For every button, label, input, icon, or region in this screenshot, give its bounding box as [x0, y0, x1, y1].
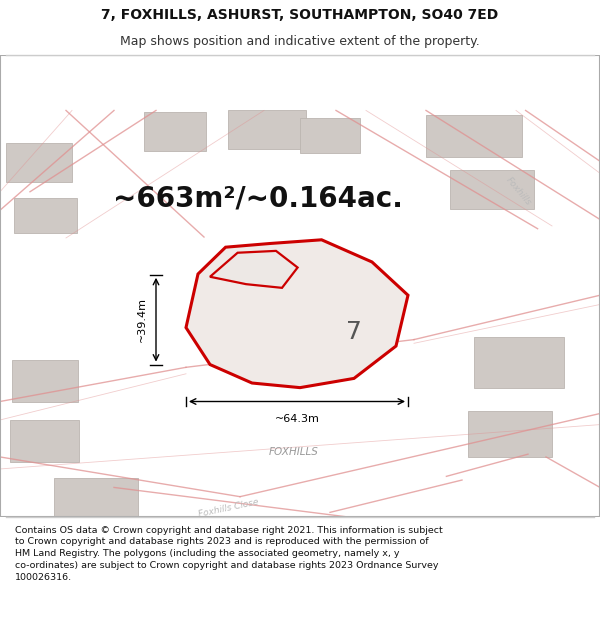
Bar	[228, 111, 306, 149]
Bar	[144, 112, 206, 151]
Text: ~663m²/~0.164ac.: ~663m²/~0.164ac.	[113, 184, 403, 213]
Text: FOXHILLS: FOXHILLS	[269, 448, 319, 458]
Text: 7, FOXHILLS, ASHURST, SOUTHAMPTON, SO40 7ED: 7, FOXHILLS, ASHURST, SOUTHAMPTON, SO40 …	[101, 8, 499, 22]
Text: Foxhills Close: Foxhills Close	[197, 497, 259, 519]
Text: Contains OS data © Crown copyright and database right 2021. This information is : Contains OS data © Crown copyright and d…	[15, 526, 443, 582]
Text: ~39.4m: ~39.4m	[136, 298, 146, 343]
Bar	[54, 478, 138, 517]
Bar	[6, 142, 72, 182]
Polygon shape	[210, 251, 298, 288]
Text: Map shows position and indicative extent of the property.: Map shows position and indicative extent…	[120, 35, 480, 48]
Polygon shape	[186, 240, 408, 388]
Bar	[450, 171, 534, 209]
Bar	[12, 360, 78, 401]
Bar	[474, 337, 564, 388]
Text: Foxhills: Foxhills	[504, 176, 533, 208]
Bar	[10, 420, 79, 461]
Bar	[468, 411, 552, 457]
Bar	[300, 118, 360, 153]
Bar	[426, 115, 522, 157]
Text: 7: 7	[346, 320, 362, 344]
Text: ~64.3m: ~64.3m	[275, 414, 319, 424]
Bar	[14, 198, 77, 233]
